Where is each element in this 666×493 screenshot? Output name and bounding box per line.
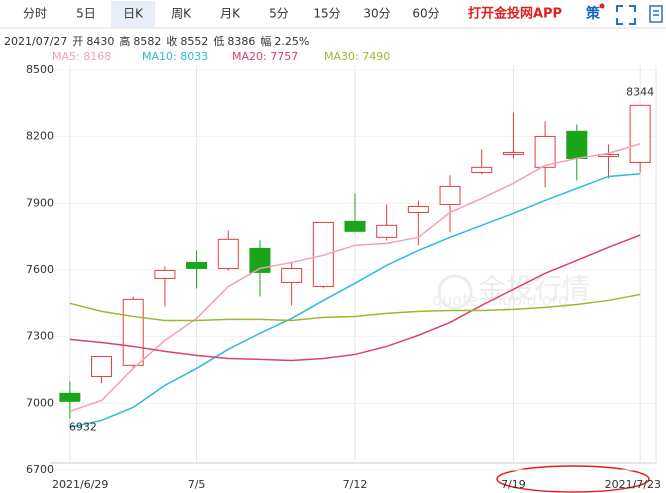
ma-line: [69, 234, 641, 362]
candle-body: [249, 247, 271, 273]
tab[interactable]: 5分: [269, 7, 289, 21]
tab[interactable]: 日K: [123, 7, 144, 21]
candle-body: [122, 298, 144, 366]
tab[interactable]: 60分: [412, 7, 439, 21]
tab[interactable]: 分时: [23, 7, 47, 21]
candle-body: [312, 221, 334, 287]
ma-line: [69, 143, 641, 413]
quote-value: 8582: [133, 35, 161, 48]
menu-icon[interactable]: [649, 5, 663, 23]
quote-value: 8386: [227, 35, 255, 48]
quote-row: 2021/07/27 开 8430 高 8582 收 8552 低 8386 幅 2.25%: [4, 34, 309, 48]
highlight-ellipse: [496, 465, 650, 493]
x-tick-label: 2021/6/29: [52, 478, 108, 491]
candle-body: [439, 185, 461, 205]
candle-body: [566, 130, 588, 159]
x-tick-label: 7/12: [343, 478, 368, 491]
x-tick-label: 7/19: [501, 478, 526, 491]
candle-body: [344, 220, 366, 232]
y-tick-label: 7300: [26, 330, 54, 343]
candle-body: [217, 238, 239, 269]
tab[interactable]: 15分: [313, 7, 340, 21]
strategy-icon[interactable]: 策: [585, 5, 601, 22]
low-label: 6932: [69, 420, 97, 433]
tab[interactable]: 周K: [171, 7, 192, 21]
quote-label: 幅: [260, 35, 271, 48]
watermark-url: quote.cngold.org: [432, 291, 568, 310]
watermark-logo: [437, 274, 473, 310]
y-tick-label: 7900: [26, 196, 54, 209]
candle-body: [186, 261, 208, 269]
candle-body: [407, 205, 429, 213]
quote-label: 开: [72, 35, 83, 48]
x-tick-label: 7/5: [188, 478, 206, 491]
candle-body: [534, 135, 556, 168]
legend-entry: MA20: 7757: [232, 50, 298, 63]
candle-body: [471, 166, 493, 173]
candle-body: [154, 269, 176, 279]
quote-value: 8552: [180, 35, 208, 48]
quote-value: 8430: [86, 35, 114, 48]
active-tab-bg: [111, 1, 155, 28]
ma-line: [69, 293, 641, 322]
candle-body: [59, 392, 81, 402]
candle-body: [629, 104, 651, 163]
candle-body: [502, 151, 524, 155]
candle-body: [376, 224, 398, 238]
quote-date: 2021/07/27: [4, 35, 67, 48]
high-label: 8344: [626, 86, 654, 99]
watermark: 金投行情 quote.cngold.org: [432, 272, 590, 310]
tab[interactable]: 月K: [220, 7, 241, 21]
quote-label: 高: [119, 34, 130, 48]
legend-entry: MA10: 8033: [142, 50, 208, 63]
tab[interactable]: 30分: [363, 7, 390, 21]
y-tick-label: 8500: [26, 63, 54, 76]
app-link[interactable]: 打开金投网APP: [468, 6, 562, 22]
notice-dot: [599, 3, 605, 9]
candle-body: [281, 267, 303, 283]
quote-value: 2.25%: [274, 35, 309, 48]
y-tick-label: 7600: [26, 263, 54, 276]
legend-entry: MA30: 7490: [324, 50, 390, 63]
x-tick-label: 2021/7/23: [605, 478, 661, 491]
ma-line: [69, 173, 641, 429]
legend-entry: MA5: 8168: [52, 50, 111, 63]
fullscreen-icon[interactable]: [616, 5, 636, 25]
y-tick-label: 8200: [26, 130, 54, 143]
quote-label: 收: [166, 34, 177, 48]
watermark-brand: 金投行情: [478, 272, 590, 305]
candle-body: [91, 355, 113, 377]
y-tick-label: 7000: [26, 396, 54, 409]
y-tick-label: 6700: [26, 463, 54, 476]
tab[interactable]: 5日: [76, 7, 96, 21]
quote-label: 低: [213, 35, 224, 48]
